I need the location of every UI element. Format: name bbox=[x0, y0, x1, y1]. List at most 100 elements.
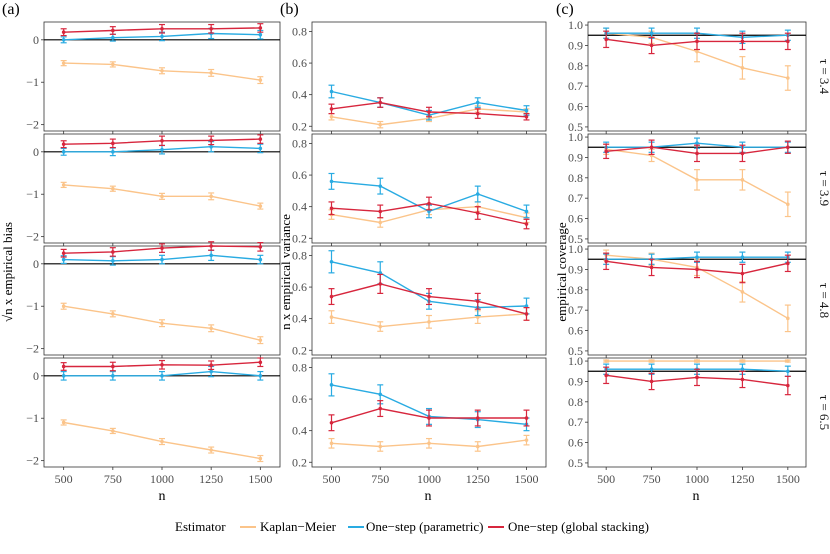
panel-r4-c1-kaplan-meier-point bbox=[160, 439, 164, 444]
panel-r1-c2-one-step-global-stacking-point bbox=[329, 107, 334, 111]
panel-r4-c1-one-step-parametric-point bbox=[61, 374, 66, 378]
panel-r4-c3-one-step-parametric-point bbox=[649, 367, 654, 372]
panel-r1-c2-y-tick-label: 0.8 bbox=[292, 24, 307, 38]
panel-r2-c2-one-step-global-stacking-point bbox=[378, 209, 383, 214]
panel-r3-c2-one-step-parametric-point bbox=[524, 304, 529, 308]
panel-r1-c3: 0.5 0.6 0.7 0.8 0.9 1.0 bbox=[568, 18, 807, 134]
panel-r3-c3-one-step-global-stacking-point bbox=[786, 261, 790, 266]
legend-label-one-step-parametric: One−step (parametric) bbox=[366, 519, 483, 534]
panel-r1-c3-y-tick-label: 1.0 bbox=[568, 18, 583, 32]
panel-r4-c2-kaplan-meier-point bbox=[475, 444, 480, 449]
panel-r4-c2-one-step-global-stacking-point bbox=[427, 416, 431, 420]
panel-r1-c1-one-step-global-stacking-point bbox=[258, 26, 263, 30]
panel-r3-c1-kaplan-meier-point bbox=[160, 321, 164, 325]
panel-r2-c2-y-tick-label: 0.8 bbox=[292, 136, 307, 150]
panel-r3-c1-one-step-global-stacking-point bbox=[111, 250, 115, 254]
panel-r2-c2-y-tick-label: 0.4 bbox=[292, 200, 307, 214]
panel-r3-c1-y-tick-label: 0 bbox=[33, 257, 39, 271]
panel-r2-c1-one-step-global-stacking-point bbox=[61, 142, 66, 146]
panel-r2-c1-one-step-global-stacking-point bbox=[160, 138, 164, 143]
panel-r4-c1-one-step-global-stacking-point bbox=[258, 360, 263, 365]
panel-r4-c1-x-tick-label: 1000 bbox=[150, 472, 174, 486]
panel-r1-c1-kaplan-meier-point bbox=[258, 78, 263, 82]
panel-r3-c3-one-step-global-stacking-point bbox=[649, 265, 654, 270]
panel-r1-c3-kaplan-meier-point bbox=[740, 66, 745, 70]
panel-label-b: (b) bbox=[280, 1, 299, 18]
panel-r4-c3-y-tick-label: 1.0 bbox=[568, 354, 583, 368]
panel-r4-c1-one-step-parametric-point bbox=[258, 374, 263, 378]
panel-r4-c2-one-step-parametric-point bbox=[329, 383, 334, 387]
panel-r1-c2-one-step-global-stacking-point bbox=[378, 100, 383, 105]
panel-r4-c3-one-step-parametric-point bbox=[740, 367, 745, 372]
panel-r3-c1-one-step-global-stacking-point bbox=[61, 251, 66, 256]
panel-r4-c2-one-step-global-stacking-point bbox=[524, 416, 529, 420]
panel-r1-c2-kaplan-meier-point bbox=[329, 114, 334, 119]
panel-label-a: (a) bbox=[2, 1, 20, 18]
panel-r1-c3-y-tick-label: 0.5 bbox=[568, 120, 583, 134]
panel-r2-c1-kaplan-meier-point bbox=[111, 186, 115, 191]
panel-r4-c3-kaplan-meier-point bbox=[695, 359, 699, 363]
panel-r3-c2-kaplan-meier-point bbox=[329, 315, 334, 319]
panel-r4-c1-y-tick-label: −1 bbox=[26, 411, 39, 425]
panel-r3-c2-one-step-global-stacking-point bbox=[378, 282, 383, 286]
panel-r2-c1-one-step-global-stacking-point bbox=[258, 137, 263, 141]
panel-r4-c2-x-tick-label: 1250 bbox=[466, 472, 490, 486]
panel-r1-c1-kaplan-meier-point bbox=[160, 68, 164, 73]
panel-r4-c2-kaplan-meier-point bbox=[524, 438, 529, 442]
panel-r1-c2-one-step-parametric-point bbox=[475, 100, 480, 105]
panel-r1-c1: 0 −1 −2 bbox=[26, 21, 281, 134]
panel-r4-c3-kaplan-meier-point bbox=[786, 359, 790, 363]
panel-r2-c2: 0.2 0.4 0.6 0.8 bbox=[292, 133, 547, 246]
panel-r2-c3-kaplan-meier-point bbox=[786, 202, 790, 207]
x-axis-title-b: n bbox=[425, 489, 432, 504]
panel-r4-c1-kaplan-meier-point bbox=[258, 456, 263, 461]
panel-r4-c3-kaplan-meier-point bbox=[604, 359, 608, 363]
panel-r4-c3-y-tick-label: 0.8 bbox=[568, 395, 583, 409]
panel-r1-c2-one-step-parametric-point bbox=[524, 108, 529, 113]
panel-r4-c1-one-step-global-stacking-point bbox=[160, 362, 164, 367]
panel-r1-c3-one-step-global-stacking-point bbox=[740, 39, 745, 44]
panel-r2-c2-one-step-parametric-point bbox=[524, 209, 529, 214]
panel-r3-c3-y-tick-label: 1.0 bbox=[568, 242, 583, 256]
row-strip-label: τ = 6.5 bbox=[817, 395, 830, 430]
panel-r1-c1-one-step-global-stacking-point bbox=[61, 30, 66, 34]
panel-r4-c1-x-tick-label: 500 bbox=[55, 472, 73, 486]
panel-r1-c3-y-tick-label: 0.9 bbox=[568, 38, 583, 52]
panel-r4-c2: 0.2 0.4 0.6 0.8 500 750 1000 1250 1500 bbox=[292, 357, 547, 486]
panel-r2-c3-one-step-global-stacking-point bbox=[649, 145, 654, 150]
panel-r4-c3-x-tick-label: 1000 bbox=[685, 472, 709, 486]
legend-label-kaplan-meier: Kaplan−Meier bbox=[260, 519, 337, 534]
panel-r1-c1-y-tick-label: −1 bbox=[26, 75, 39, 89]
panel-r2-c3-kaplan-meier-point bbox=[740, 178, 745, 182]
panel-r3-c3-y-tick-label: 0.5 bbox=[568, 344, 583, 358]
panel-r4-c2-kaplan-meier-point bbox=[378, 444, 383, 449]
panel-r2-c3: 0.5 0.6 0.7 0.8 0.9 1.0 bbox=[568, 130, 807, 246]
panel-r1-c3-one-step-global-stacking-point bbox=[786, 39, 790, 44]
panel-r1-c3-one-step-parametric-point bbox=[649, 31, 654, 36]
panel-r3-c1-kaplan-meier-point bbox=[111, 312, 115, 316]
panel-r4-c1-y-tick-label: 0 bbox=[33, 369, 39, 383]
panel-r4-c2-one-step-parametric-point bbox=[378, 392, 383, 397]
panel-r1-c3-one-step-global-stacking-point bbox=[604, 37, 608, 42]
panel-r4-c3-x-tick-label: 1500 bbox=[776, 472, 800, 486]
panel-r3-c1-y-tick-label: −1 bbox=[26, 299, 39, 313]
panel-r2-c1-one-step-global-stacking-point bbox=[209, 138, 213, 143]
panel-r3-c3-y-tick-label: 0.9 bbox=[568, 262, 583, 276]
panel-r4-c3-one-step-global-stacking-point bbox=[786, 383, 790, 388]
panel-r2-c2-kaplan-meier-point bbox=[378, 220, 383, 225]
panel-r4-c2-kaplan-meier-point bbox=[329, 441, 334, 446]
panel-r2-c1-kaplan-meier-point bbox=[160, 194, 164, 199]
legend-title: Estimator bbox=[175, 519, 226, 534]
panel-r3-c3-y-tick-label: 0.8 bbox=[568, 283, 583, 297]
panel-r1-c2-y-tick-label: 0.6 bbox=[292, 56, 307, 70]
panel-r4-c2-y-tick-label: 0.6 bbox=[292, 392, 307, 406]
panel-r3-c3-one-step-global-stacking-point bbox=[604, 259, 608, 264]
panel-r2-c3-one-step-global-stacking-point bbox=[604, 149, 608, 154]
panel-r2-c1-kaplan-meier-point bbox=[209, 194, 213, 199]
panel-r4-c2-y-tick-label: 0.4 bbox=[292, 424, 307, 438]
panel-r3-c2-one-step-global-stacking-point bbox=[475, 299, 480, 304]
panel-r2-c3-y-tick-label: 1.0 bbox=[568, 130, 583, 144]
panel-r4-c3-one-step-global-stacking-point bbox=[695, 375, 699, 380]
panel-r1-c3-one-step-global-stacking-point bbox=[695, 39, 699, 44]
